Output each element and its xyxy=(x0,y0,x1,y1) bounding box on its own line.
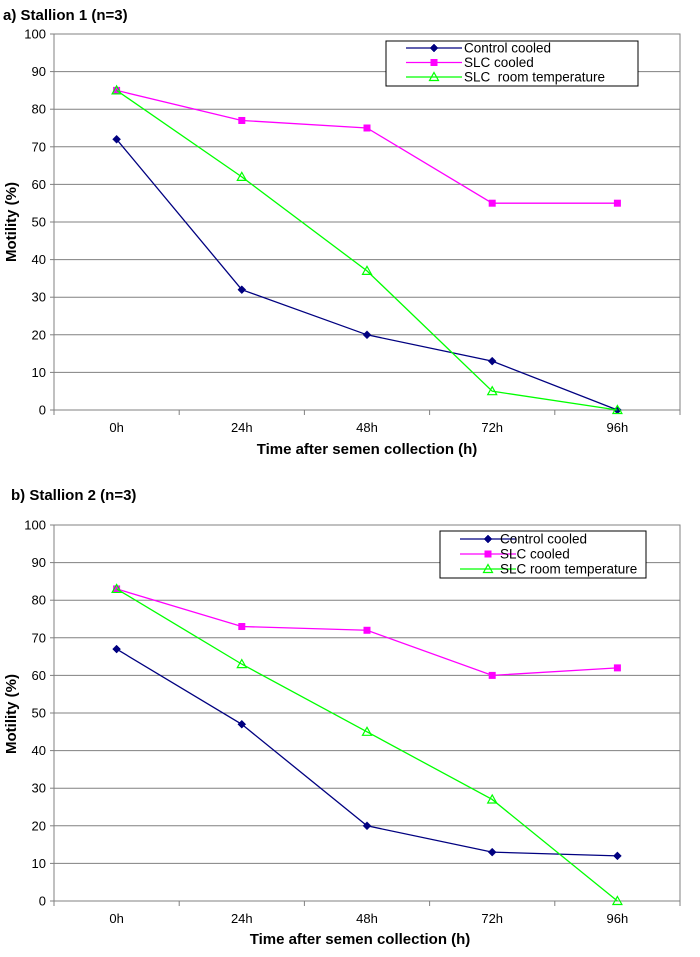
chart-a-y-tick-label: 40 xyxy=(32,252,46,267)
chart-a: a) Stallion 1 (n=3) 0h 24h 48h 72h 96h 0 10 20… xyxy=(3,7,681,458)
chart-a-data-point-square xyxy=(613,199,621,207)
chart-b-data-point-diamond xyxy=(237,719,247,729)
chart-b-data-point-triangle xyxy=(611,895,623,906)
chart-a-x-tick-label: 96h xyxy=(607,420,629,435)
chart-b-x-tick-label: 24h xyxy=(231,911,253,926)
chart-a-data-point-diamond xyxy=(487,356,497,366)
chart-a-legend-marker-diamond xyxy=(429,43,439,53)
chart-b-y-tick-label: 60 xyxy=(32,668,46,683)
chart-a-legend-label: Control cooled xyxy=(464,41,551,56)
chart-b-data-point-square xyxy=(488,671,496,679)
chart-b-data-point-triangle xyxy=(486,793,498,804)
chart-a-y-tick-label: 100 xyxy=(24,27,46,42)
chart-b-title: b) Stallion 2 (n=3) xyxy=(11,487,136,504)
chart-b-x-tick-label: 0h xyxy=(109,911,123,926)
chart-b-x-tick-label: 48h xyxy=(356,911,378,926)
chart-a-y-tick-label: 90 xyxy=(32,64,46,79)
chart-a-x-tick-label: 72h xyxy=(481,420,503,435)
chart-b-legend-label: SLC room temperature xyxy=(500,562,637,577)
chart-b-legend-marker-square xyxy=(484,550,492,558)
chart-a-series-line-triangle xyxy=(116,89,618,411)
chart-a-y-tick-label: 20 xyxy=(32,327,46,342)
chart-a-legend-marker-square xyxy=(430,59,438,66)
chart-a-data-point-square xyxy=(363,124,371,132)
chart-a-data-point-diamond xyxy=(362,330,372,340)
chart-b-y-tick-label: 80 xyxy=(32,593,46,608)
chart-b-data-point-square xyxy=(238,623,246,631)
chart-b-y-tick-label: 100 xyxy=(24,518,46,533)
chart-b-x-axis: 0h 24h 48h 72h 96h xyxy=(53,901,681,926)
chart-b-data-point-triangle xyxy=(361,726,373,736)
chart-a-x-axis-label: Time after semen collection (h) xyxy=(257,441,478,458)
chart-a-x-tick-label: 48h xyxy=(356,420,378,435)
chart-b-data-point-triangle xyxy=(236,658,248,669)
chart-b-data-point-triangle xyxy=(111,583,123,594)
chart-b-legend-marker-diamond xyxy=(483,534,493,544)
chart-a-y-tick-label: 30 xyxy=(32,290,46,305)
chart-a-y-tick-label: 50 xyxy=(32,215,46,230)
chart-b-x-axis-label: Time after semen collection (h) xyxy=(250,931,471,948)
chart-b-data-point-diamond xyxy=(112,644,121,654)
chart-a-data-point-diamond xyxy=(237,285,247,295)
chart-a-data-point-square xyxy=(488,199,496,207)
chart-b-legend-label: Control cooled xyxy=(500,532,587,547)
chart-b-legend-marker-triangle xyxy=(482,563,494,574)
chart-a-legend-label: SLC room temperature xyxy=(464,70,605,85)
chart-a-data-point-triangle xyxy=(361,265,373,275)
chart-a-legend-marker-triangle xyxy=(428,71,440,82)
chart-b-y-tick-label: 30 xyxy=(32,781,46,796)
chart-b-y-tick-label: 70 xyxy=(32,630,46,645)
chart-b-legend-label: SLC cooled xyxy=(500,547,570,562)
chart-a-data-point-triangle xyxy=(236,171,248,181)
chart-a-y-tick-label: 80 xyxy=(32,102,46,117)
chart-a-data-point-triangle xyxy=(111,84,123,95)
chart-b-data-point-square xyxy=(613,664,621,672)
chart-a-x-tick-label: 0h xyxy=(109,420,123,435)
chart-a-gridlines xyxy=(54,33,680,373)
chart-a-data-point-diamond xyxy=(112,134,121,144)
chart-a-y-tick-label: 10 xyxy=(32,365,46,380)
chart-b-x-tick-label: 96h xyxy=(607,911,629,926)
chart-b-data-point-diamond xyxy=(487,847,497,857)
chart-b-y-tick-label: 40 xyxy=(32,743,46,758)
chart-a-data-point-triangle xyxy=(611,404,623,415)
chart-b-data-point-diamond xyxy=(613,851,622,861)
chart-b-y-tick-label: 90 xyxy=(32,555,46,570)
chart-b-series xyxy=(111,583,623,906)
chart-b-y-axis-label: Motility (%) xyxy=(3,674,20,754)
chart-a-y-tick-label: 0 xyxy=(39,403,46,418)
chart-b-y-axis: 0 10 20 30 40 50 60 70 80 90 100 xyxy=(24,518,54,909)
chart-b-y-tick-label: 0 xyxy=(39,894,46,909)
chart-b-y-tick-label: 20 xyxy=(32,818,46,833)
chart-a-data-point-square xyxy=(238,116,246,124)
chart-b-data-point-square xyxy=(363,626,371,634)
chart-b-y-tick-label: 10 xyxy=(32,856,46,871)
chart-a-title: a) Stallion 1 (n=3) xyxy=(3,7,128,24)
chart-b-y-tick-label: 50 xyxy=(32,706,46,721)
chart-b-x-tick-label: 72h xyxy=(481,911,503,926)
chart-b: b) Stallion 2 (n=3) 0h 24h 48h 72h 96h 0 10 20… xyxy=(3,487,681,948)
chart-a-y-tick-label: 60 xyxy=(32,177,46,192)
chart-a-x-tick-label: 24h xyxy=(231,420,253,435)
chart-a-x-axis: 0h 24h 48h 72h 96h xyxy=(53,410,681,435)
chart-a-y-axis-label: Motility (%) xyxy=(3,182,20,262)
chart-a-y-axis: 0 10 20 30 40 50 60 70 80 90 100 xyxy=(24,27,54,418)
chart-a-series xyxy=(111,84,623,415)
chart-a-data-point-triangle xyxy=(486,385,498,396)
chart-b-data-point-diamond xyxy=(362,821,372,831)
chart-a-legend-label: SLC cooled xyxy=(464,55,534,70)
chart-b-series-line-triangle xyxy=(116,588,618,902)
chart-a-y-tick-label: 70 xyxy=(32,139,46,154)
